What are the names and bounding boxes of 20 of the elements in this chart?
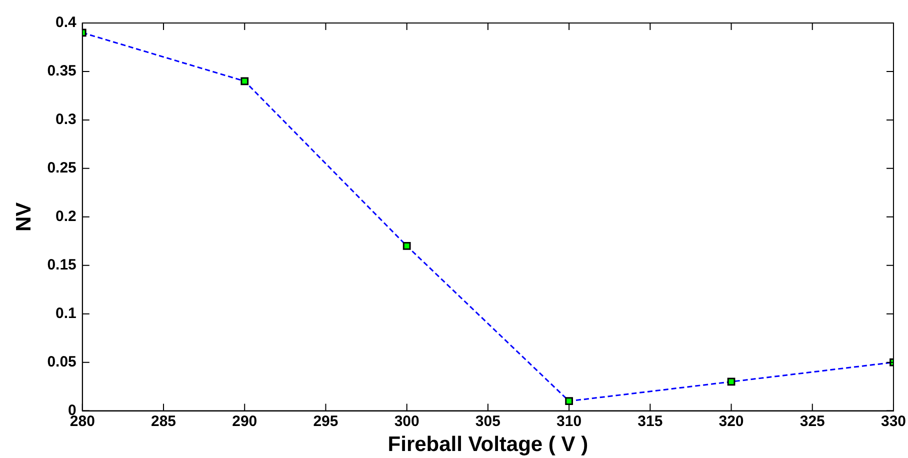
y-tick-label: 0.3: [56, 111, 76, 128]
y-tick-label: 0.2: [56, 208, 76, 226]
x-tick-label: 325: [800, 412, 825, 430]
y-axis-title: NV: [12, 202, 36, 232]
x-axis-title: Fireball Voltage ( V ): [388, 433, 588, 456]
x-tick-label: 290: [232, 412, 258, 430]
y-tick-label: 0.35: [47, 62, 76, 80]
x-tick-label: 320: [718, 412, 744, 430]
y-tick-label: 0.15: [47, 256, 76, 274]
x-tick-label: 310: [556, 412, 582, 430]
x-tick-label: 285: [150, 412, 176, 430]
y-tick-label: 0.1: [56, 304, 76, 322]
y-tick-label: 0.05: [47, 353, 76, 370]
x-tick-label: 315: [638, 412, 663, 430]
y-tick-label: 0.25: [47, 160, 76, 177]
x-tick-label: 330: [880, 412, 906, 430]
y-tick-label: 0.4: [56, 14, 78, 32]
x-tick-label: 300: [394, 412, 420, 430]
x-tick-label: 305: [475, 412, 500, 430]
x-tick-label: 295: [313, 412, 338, 430]
